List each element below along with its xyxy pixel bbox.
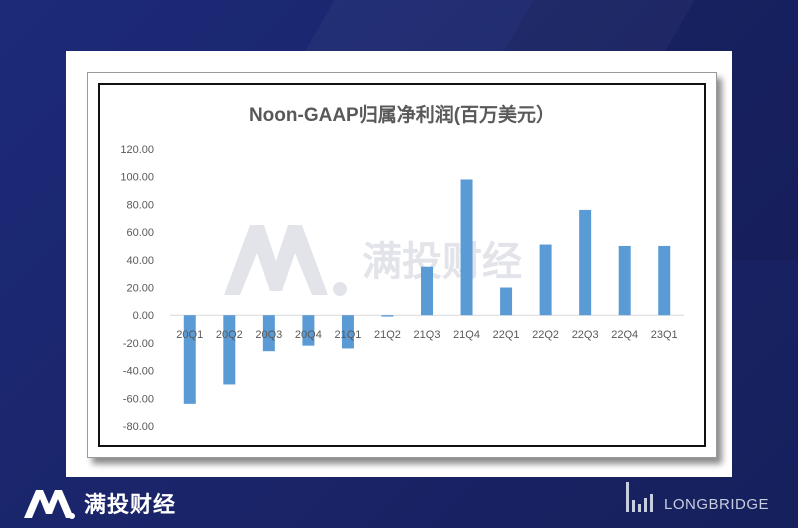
watermark-text: 满投财经 — [362, 239, 522, 285]
longbridge-logo-icon — [626, 482, 653, 512]
y-tick-label: 100.00 — [120, 172, 154, 184]
x-axis: 20Q1 20Q2 20Q3 20Q4 21Q1 21Q2 21Q3 21Q4 22Q1 22Q2… — [176, 329, 677, 341]
bar-22Q3 — [579, 209, 592, 316]
bar-20Q4 — [302, 315, 315, 346]
x-tick-label: 21Q2 — [374, 329, 401, 341]
y-tick-label: 60.00 — [126, 227, 154, 239]
bar-series — [183, 179, 671, 404]
bar-chart: 满投财经 Noon-GAAP归属净利润(百万美元） 120.00 100.00 80… — [120, 103, 684, 433]
y-tick-label: 0.00 — [133, 310, 154, 322]
bar-21Q4 — [460, 179, 473, 316]
bar-20Q1 — [183, 315, 196, 404]
partner-name: LONGBRIDGE — [664, 496, 770, 513]
x-tick-label: 20Q1 — [176, 329, 203, 341]
watermark: 满投财经 — [224, 225, 522, 296]
x-tick-label: 20Q3 — [255, 329, 282, 341]
bar-20Q3 — [262, 315, 275, 352]
bar-21Q3 — [421, 266, 433, 316]
y-tick-label: 120.00 — [120, 144, 154, 156]
bar-20Q2 — [223, 315, 236, 385]
partner-logo: LONGBRIDGE — [624, 480, 769, 514]
x-tick-label: 21Q4 — [453, 329, 480, 341]
y-axis: 120.00 100.00 80.00 60.00 40.00 20.00 0.00 -20.… — [120, 144, 154, 433]
bar-23Q1 — [658, 245, 671, 316]
x-tick-label: 22Q4 — [611, 329, 638, 341]
bar-21Q1 — [341, 315, 354, 349]
bar-22Q4 — [618, 245, 631, 316]
x-tick-label: 22Q3 — [572, 329, 599, 341]
bar-22Q1 — [500, 287, 513, 316]
brand-name: 满投财经 — [84, 493, 177, 518]
y-tick-label: -20.00 — [123, 338, 154, 350]
y-tick-label: -80.00 — [123, 421, 154, 433]
y-tick-label: 80.00 — [126, 199, 154, 211]
bar-22Q2 — [539, 244, 552, 316]
mantou-logo-icon — [24, 490, 75, 519]
chart-area: 满投财经 Noon-GAAP归属净利润(百万美元） 120.00 100.00 80… — [98, 83, 706, 447]
x-tick-label: 22Q2 — [532, 329, 559, 341]
y-tick-label: 40.00 — [126, 255, 154, 267]
x-tick-label: 23Q1 — [651, 329, 678, 341]
footer-logo: 满投财经 — [22, 486, 176, 520]
y-tick-label: 20.00 — [126, 283, 154, 295]
watermark-logo-icon — [224, 225, 347, 296]
y-tick-label: -40.00 — [123, 366, 154, 378]
chart-title: Noon-GAAP归属净利润(百万美元） — [249, 103, 555, 126]
x-tick-label: 22Q1 — [493, 329, 520, 341]
y-tick-label: -60.00 — [123, 393, 154, 405]
x-tick-label: 21Q1 — [334, 329, 361, 341]
chart-card: 满投财经 Noon-GAAP归属净利润(百万美元） 120.00 100.00 80… — [87, 72, 717, 458]
x-tick-label: 21Q3 — [414, 329, 441, 341]
x-tick-label: 20Q4 — [295, 329, 322, 341]
bar-21Q2 — [381, 315, 394, 317]
x-tick-label: 20Q2 — [216, 329, 243, 341]
